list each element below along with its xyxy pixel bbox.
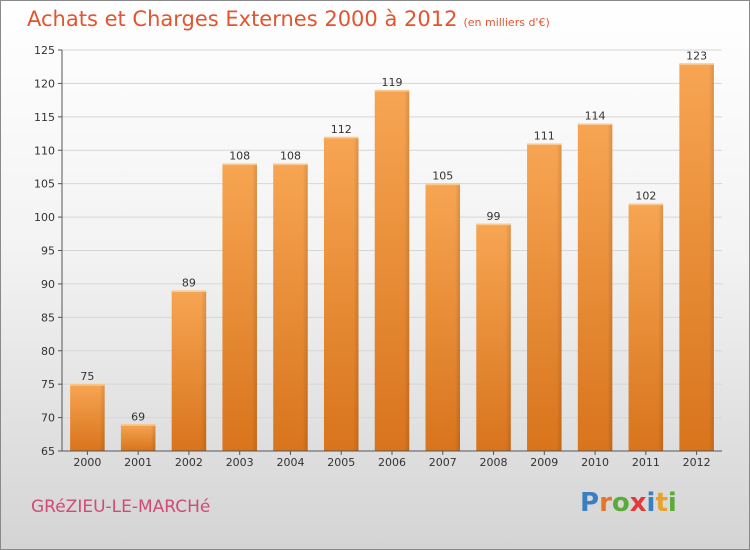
data-label: 123 bbox=[686, 49, 707, 62]
chart-title: Achats et Charges Externes 2000 à 2012 (e… bbox=[27, 7, 550, 31]
bar-shade bbox=[201, 290, 207, 451]
y-tick-label: 100 bbox=[34, 211, 55, 224]
bar-shade bbox=[302, 163, 308, 451]
y-tick-label: 85 bbox=[41, 311, 55, 324]
bar-shade bbox=[556, 143, 562, 452]
data-label: 99 bbox=[487, 210, 501, 223]
data-label: 112 bbox=[331, 123, 352, 136]
bar bbox=[577, 123, 613, 452]
x-tick-label: 2003 bbox=[226, 456, 254, 469]
bars-group: 75 69 89 108 108 112 119 105 99 111 114 102 123 bbox=[70, 49, 714, 452]
data-label: 89 bbox=[182, 277, 196, 290]
x-tick-label: 2000 bbox=[73, 456, 101, 469]
bar-shade bbox=[455, 183, 461, 451]
bar bbox=[374, 90, 410, 451]
logo-letter: P bbox=[580, 488, 600, 518]
data-label: 69 bbox=[131, 410, 145, 423]
bar bbox=[120, 424, 156, 451]
bar-top-highlight bbox=[527, 143, 562, 146]
bar-top-highlight bbox=[679, 63, 714, 65]
bar-top-highlight bbox=[323, 136, 359, 139]
bar bbox=[628, 203, 664, 451]
data-label: 111 bbox=[534, 130, 555, 143]
data-label: 102 bbox=[635, 190, 656, 203]
bar-top-highlight bbox=[476, 223, 511, 226]
data-label: 114 bbox=[585, 110, 606, 123]
data-label: 119 bbox=[382, 76, 403, 89]
x-tick-label: 2010 bbox=[581, 456, 609, 469]
y-tick-label: 90 bbox=[41, 278, 55, 291]
bar-shade bbox=[150, 424, 156, 451]
y-tick-label: 110 bbox=[34, 144, 55, 157]
bar-top-highlight bbox=[577, 123, 613, 126]
x-tick-label: 2007 bbox=[429, 456, 457, 469]
bar-top-highlight bbox=[628, 203, 664, 206]
bar-shade bbox=[607, 123, 613, 452]
data-label: 75 bbox=[80, 370, 94, 383]
data-label: 105 bbox=[432, 170, 453, 183]
y-tick-label: 125 bbox=[34, 44, 55, 57]
x-tick-label: 2005 bbox=[327, 456, 355, 469]
bar bbox=[222, 163, 257, 451]
axes-group: 65 70 75 80 85 90 95 100 105 110 115 120 125 2000 2001… bbox=[34, 44, 722, 469]
bar bbox=[273, 163, 308, 451]
logo-letter: i bbox=[667, 488, 677, 518]
bar-shade bbox=[505, 223, 511, 451]
x-tick-label: 2004 bbox=[276, 456, 304, 469]
bar-shade bbox=[658, 203, 664, 451]
data-label: 108 bbox=[229, 150, 250, 163]
bar-shade bbox=[99, 384, 105, 451]
bar bbox=[679, 63, 714, 451]
bar-top-highlight bbox=[374, 90, 410, 92]
logo-letter: i bbox=[646, 488, 656, 518]
x-tick-label: 2009 bbox=[530, 456, 558, 469]
bar-shade bbox=[251, 163, 257, 451]
bar-top-highlight bbox=[222, 163, 257, 166]
bar bbox=[323, 136, 359, 451]
bar-shade bbox=[404, 90, 410, 451]
logo-letter: x bbox=[629, 488, 647, 518]
x-tick-label: 2011 bbox=[632, 456, 660, 469]
chart-subtitle: (en milliers d'€) bbox=[463, 16, 550, 29]
data-label: 108 bbox=[280, 150, 301, 163]
bar-top-highlight bbox=[171, 290, 207, 293]
x-tick-label: 2001 bbox=[124, 456, 152, 469]
bar bbox=[527, 143, 562, 452]
y-tick-label: 75 bbox=[41, 378, 55, 391]
bar-top-highlight bbox=[70, 384, 105, 386]
y-tick-label: 105 bbox=[34, 178, 55, 191]
bar-shade bbox=[353, 136, 359, 451]
x-tick-label: 2012 bbox=[683, 456, 711, 469]
bar bbox=[171, 290, 207, 451]
bar-shade bbox=[708, 63, 714, 451]
logo-letter: o bbox=[611, 488, 630, 518]
bar-top-highlight bbox=[425, 183, 461, 186]
bar-top-highlight bbox=[120, 424, 156, 426]
x-tick-label: 2002 bbox=[175, 456, 203, 469]
proxiti-logo: Proxiti bbox=[580, 488, 677, 518]
y-tick-label: 115 bbox=[34, 111, 55, 124]
bar bbox=[70, 384, 105, 451]
y-tick-label: 65 bbox=[41, 445, 55, 458]
bar bbox=[476, 223, 511, 451]
commune-name: GRéZIEU-LE-MARCHé bbox=[31, 497, 211, 517]
y-tick-label: 80 bbox=[41, 345, 55, 358]
chart-title-text: Achats et Charges Externes 2000 à 2012 bbox=[27, 7, 458, 31]
y-tick-label: 120 bbox=[34, 77, 55, 90]
logo-letter: r bbox=[599, 488, 612, 518]
x-tick-label: 2006 bbox=[378, 456, 406, 469]
bar bbox=[425, 183, 461, 451]
bar-top-highlight bbox=[273, 163, 308, 166]
x-tick-label: 2008 bbox=[480, 456, 508, 469]
y-tick-label: 70 bbox=[41, 412, 55, 425]
logo-letter: t bbox=[655, 488, 668, 518]
y-tick-label: 95 bbox=[41, 245, 55, 258]
